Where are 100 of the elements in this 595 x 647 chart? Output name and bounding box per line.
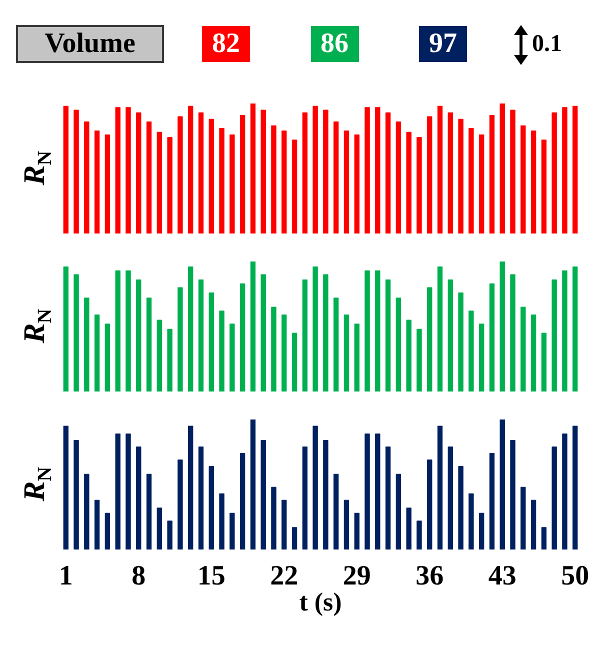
bar xyxy=(323,440,328,550)
bar xyxy=(302,279,308,392)
bar xyxy=(219,493,224,550)
bar xyxy=(282,314,287,392)
bar xyxy=(375,434,380,550)
bar xyxy=(406,132,412,234)
bar xyxy=(334,298,339,392)
series-label: 82 xyxy=(212,28,240,59)
bar xyxy=(136,112,142,234)
bar xyxy=(63,266,68,392)
bar xyxy=(208,292,214,392)
bar xyxy=(334,121,339,234)
bar xyxy=(510,440,516,550)
bar xyxy=(572,266,578,392)
bar xyxy=(178,460,183,550)
bar xyxy=(250,104,256,234)
bar xyxy=(396,298,402,392)
bar xyxy=(208,466,214,550)
bar xyxy=(364,107,370,234)
bar xyxy=(188,106,194,234)
bar xyxy=(219,310,224,392)
bar xyxy=(94,130,100,234)
bar xyxy=(115,434,120,550)
x-tick-label: 36 xyxy=(416,560,444,592)
bar xyxy=(178,116,183,234)
bar xyxy=(178,287,183,392)
bar xyxy=(240,114,246,234)
bar xyxy=(427,460,432,550)
x-tick-label: 8 xyxy=(132,560,146,592)
bar xyxy=(198,112,204,234)
bar xyxy=(156,320,162,392)
bar xyxy=(208,118,214,234)
bar xyxy=(541,332,547,392)
bar xyxy=(416,137,422,234)
bar xyxy=(219,128,224,234)
bar xyxy=(500,104,505,234)
bar xyxy=(458,466,464,550)
bar xyxy=(292,332,298,392)
bar xyxy=(146,474,152,550)
bar xyxy=(126,434,131,550)
text: 97 xyxy=(429,28,457,59)
bar xyxy=(84,298,90,392)
bar xyxy=(437,266,443,392)
bar xyxy=(375,270,380,392)
bar xyxy=(344,500,350,550)
bar xyxy=(562,107,568,234)
bar xyxy=(344,314,350,392)
bar xyxy=(136,446,142,550)
bar xyxy=(334,474,339,550)
bar xyxy=(552,279,557,392)
bar xyxy=(323,274,328,392)
bar xyxy=(167,137,172,234)
bar xyxy=(396,474,402,550)
bar xyxy=(416,328,422,392)
bar xyxy=(562,270,568,392)
bar xyxy=(478,324,484,392)
bar xyxy=(312,426,318,550)
bar xyxy=(240,283,246,392)
bar xyxy=(520,125,526,234)
x-tick-label: 29 xyxy=(342,560,371,592)
bar xyxy=(260,274,266,392)
x-tick-label: 43 xyxy=(488,560,516,592)
bar xyxy=(500,262,505,392)
bar xyxy=(156,508,162,550)
bar xyxy=(489,283,495,392)
bar xyxy=(375,107,380,234)
bar xyxy=(385,446,391,550)
bar xyxy=(230,512,235,550)
bar xyxy=(126,107,131,234)
bar xyxy=(104,134,110,234)
bar xyxy=(126,270,131,392)
text: 86 xyxy=(320,28,348,59)
bar xyxy=(448,112,453,234)
bar xyxy=(364,270,370,392)
bar xyxy=(530,314,536,392)
bar xyxy=(489,453,495,550)
bar xyxy=(292,527,298,550)
bar xyxy=(323,110,328,234)
bar xyxy=(552,112,557,234)
bar xyxy=(302,112,308,234)
bar xyxy=(230,324,235,392)
bar xyxy=(271,125,276,234)
bar xyxy=(312,266,318,392)
bar xyxy=(271,306,276,392)
bar xyxy=(198,279,204,392)
bar xyxy=(271,486,276,550)
bar xyxy=(292,140,298,234)
bar xyxy=(385,279,391,392)
bar xyxy=(74,440,79,550)
bar xyxy=(427,116,432,234)
bar xyxy=(260,440,266,550)
bar xyxy=(240,453,246,550)
bar xyxy=(416,520,422,550)
bar xyxy=(541,140,547,234)
bar xyxy=(136,279,142,392)
bar xyxy=(530,500,536,550)
bar xyxy=(458,292,464,392)
bar xyxy=(406,508,412,550)
bar xyxy=(552,446,557,550)
bar xyxy=(74,274,79,392)
